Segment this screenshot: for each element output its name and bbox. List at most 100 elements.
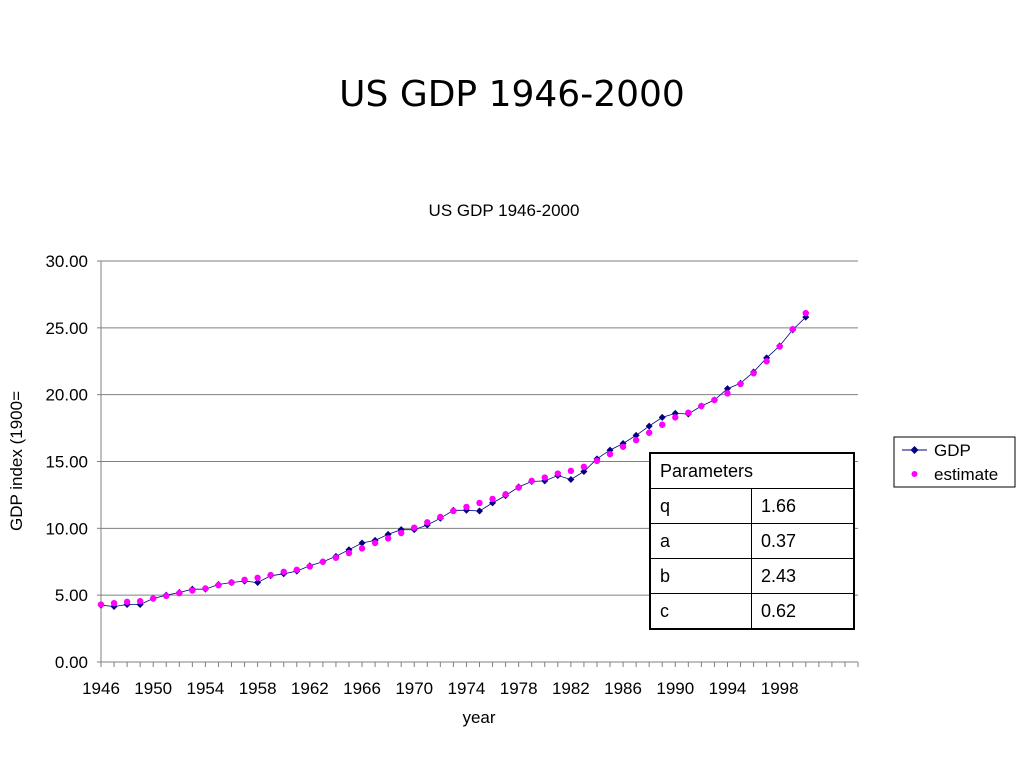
x-tick-label: 1962 <box>291 679 329 698</box>
x-tick-label: 1958 <box>239 679 277 698</box>
estimate-point <box>502 491 509 498</box>
table-row: c 0.62 <box>649 593 855 630</box>
estimate-point <box>685 409 692 416</box>
estimate-point <box>110 599 118 607</box>
estimate-point <box>189 587 196 594</box>
gdp-point <box>645 422 653 430</box>
parameters-table: Parameters q 1.66 a 0.37 b 2.43 c 0.62 <box>649 452 855 630</box>
estimate-point <box>554 470 562 477</box>
estimate-point <box>659 421 666 428</box>
table-row: b 2.43 <box>649 558 855 594</box>
estimate-point <box>241 576 248 583</box>
estimate-point <box>280 568 287 575</box>
x-ticks <box>100 662 859 667</box>
estimate-point <box>332 554 340 561</box>
gdp-point <box>476 507 483 515</box>
chart-title: US GDP 1946-2000 <box>429 201 580 220</box>
estimate-series-points <box>97 309 809 608</box>
estimate-point <box>593 457 601 465</box>
estimate-point <box>345 549 353 557</box>
estimate-point <box>606 450 614 458</box>
estimate-point <box>411 524 418 531</box>
estimate-point <box>202 585 209 592</box>
y-tick-label: 20.00 <box>45 386 88 405</box>
x-tick-label: 1978 <box>500 679 538 698</box>
estimate-point <box>645 429 653 436</box>
param-value: 0.62 <box>751 593 855 630</box>
estimate-point <box>698 402 705 410</box>
gdp-point <box>254 578 262 586</box>
param-value: 1.66 <box>751 488 855 524</box>
estimate-point <box>763 358 770 365</box>
estimate-point <box>254 574 261 581</box>
gdp-point <box>567 476 575 484</box>
estimate-point <box>215 581 222 589</box>
param-value: 0.37 <box>751 523 855 559</box>
x-axis-label: year <box>462 708 495 727</box>
estimate-point <box>358 545 366 552</box>
estimate-point <box>450 507 457 515</box>
y-tick-label: 30.00 <box>45 252 88 271</box>
estimate-point <box>789 325 796 333</box>
param-key: b <box>649 558 752 594</box>
estimate-point <box>136 597 144 605</box>
estimate-point <box>293 566 300 573</box>
x-tick-label: 1966 <box>343 679 381 698</box>
estimate-point <box>567 467 575 475</box>
estimate-point <box>371 539 379 547</box>
estimate-point <box>319 558 327 565</box>
estimate-point <box>528 477 535 485</box>
param-key: q <box>649 488 752 524</box>
estimate-point <box>163 592 170 600</box>
table-header-row: Parameters <box>649 452 855 489</box>
estimate-point <box>150 595 157 602</box>
estimate-point <box>463 503 470 511</box>
x-tick-label: 1982 <box>552 679 590 698</box>
estimate-point <box>541 474 548 481</box>
estimate-point <box>97 601 105 608</box>
estimate-point <box>306 563 314 570</box>
estimate-point <box>802 309 809 317</box>
legend-box <box>893 436 1016 488</box>
estimate-point <box>737 380 744 388</box>
x-tick-label: 1986 <box>604 679 642 698</box>
gdp-point <box>658 413 666 421</box>
estimate-point <box>228 579 235 586</box>
x-tick-label: 1990 <box>656 679 694 698</box>
param-key: c <box>649 593 752 630</box>
estimate-point <box>397 529 405 537</box>
estimate-point <box>672 414 679 421</box>
estimate-point <box>515 484 522 491</box>
estimate-point <box>580 463 588 471</box>
gdp-point <box>723 385 731 393</box>
gdp-point <box>358 539 366 547</box>
estimate-point <box>776 343 783 350</box>
y-tick-labels: 0.00 5.00 10.00 15.00 20.00 25.00 30.00 <box>45 252 88 672</box>
estimate-point <box>437 513 444 521</box>
y-tick-label: 25.00 <box>45 319 88 338</box>
estimate-point <box>123 598 131 606</box>
x-tick-label: 1994 <box>709 679 747 698</box>
y-tick-label: 0.00 <box>55 653 88 672</box>
estimate-point <box>632 436 640 444</box>
y-tick-label: 15.00 <box>45 453 88 472</box>
x-tick-label: 1954 <box>186 679 224 698</box>
y-axis-label: GDP index (1900= <box>7 391 26 531</box>
slide-title: US GDP 1946-2000 <box>339 74 685 115</box>
gdp-point <box>580 468 588 476</box>
x-tick-label: 1970 <box>395 679 433 698</box>
x-tick-labels: 1946 1950 1954 1958 1962 1966 1970 1974 1978 1982… <box>82 679 799 698</box>
y-tick-label: 5.00 <box>55 586 88 605</box>
estimate-point <box>619 443 627 450</box>
estimate-point <box>750 370 757 377</box>
legend-estimate-marker <box>911 471 918 477</box>
legend-gdp-marker <box>910 446 919 454</box>
x-tick-label: 1974 <box>448 679 486 698</box>
x-tick-label: 1950 <box>134 679 172 698</box>
estimate-point <box>476 499 483 507</box>
estimate-point <box>711 396 718 404</box>
legend: GDP estimate <box>893 436 1016 488</box>
gdp-point <box>632 431 640 439</box>
estimate-point <box>176 589 183 597</box>
